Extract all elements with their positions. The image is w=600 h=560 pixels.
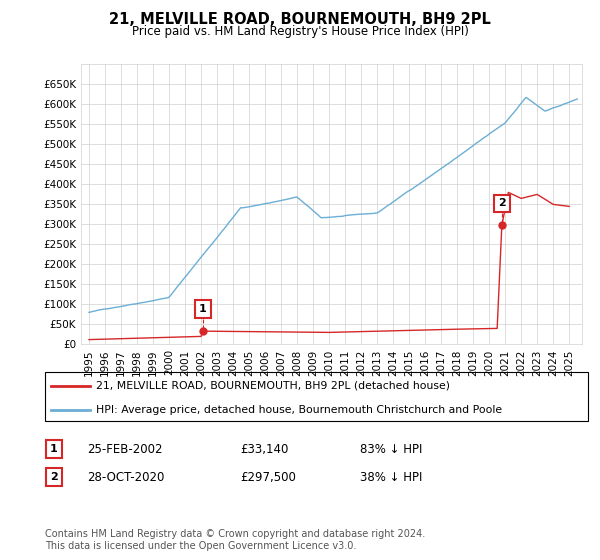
Text: 2: 2 — [498, 198, 506, 208]
Text: Contains HM Land Registry data © Crown copyright and database right 2024.
This d: Contains HM Land Registry data © Crown c… — [45, 529, 425, 551]
Text: Price paid vs. HM Land Registry's House Price Index (HPI): Price paid vs. HM Land Registry's House … — [131, 25, 469, 38]
Text: 21, MELVILLE ROAD, BOURNEMOUTH, BH9 2PL (detached house): 21, MELVILLE ROAD, BOURNEMOUTH, BH9 2PL … — [96, 381, 450, 391]
Text: 38% ↓ HPI: 38% ↓ HPI — [360, 470, 422, 484]
Text: 2: 2 — [50, 472, 58, 482]
Text: 25-FEB-2002: 25-FEB-2002 — [87, 442, 163, 456]
Text: 1: 1 — [199, 304, 207, 314]
Text: 1: 1 — [50, 444, 58, 454]
Text: £297,500: £297,500 — [240, 470, 296, 484]
Text: £33,140: £33,140 — [240, 442, 289, 456]
Text: 83% ↓ HPI: 83% ↓ HPI — [360, 442, 422, 456]
Text: 28-OCT-2020: 28-OCT-2020 — [87, 470, 164, 484]
Text: HPI: Average price, detached house, Bournemouth Christchurch and Poole: HPI: Average price, detached house, Bour… — [96, 405, 502, 416]
Text: 21, MELVILLE ROAD, BOURNEMOUTH, BH9 2PL: 21, MELVILLE ROAD, BOURNEMOUTH, BH9 2PL — [109, 12, 491, 27]
